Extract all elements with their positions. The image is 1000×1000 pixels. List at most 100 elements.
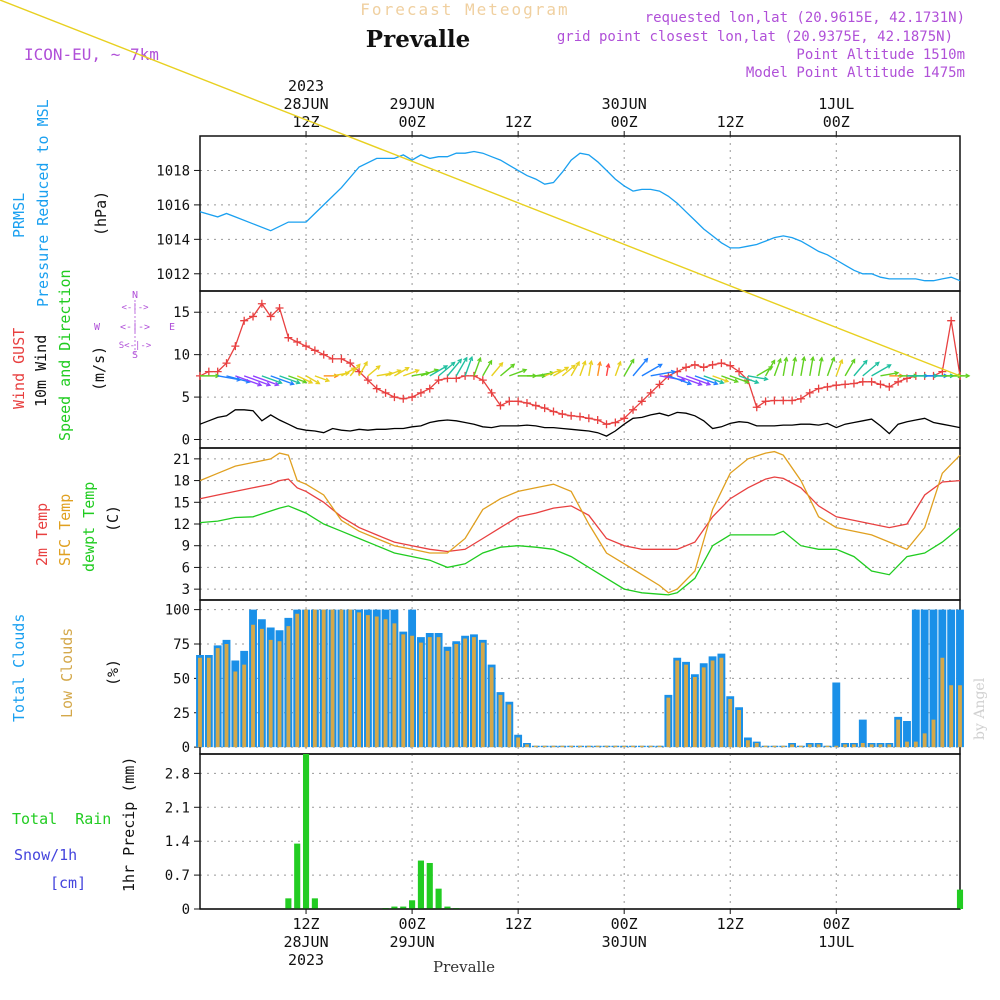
pressure-label-b: Pressure Reduced to MSL [34,99,52,307]
top-time-label: 00Z [399,113,426,131]
low-cloud-bar [586,745,591,748]
y-tick-label: 1018 [156,163,190,179]
wind-arrow [509,369,527,377]
low-cloud-bar [666,697,671,748]
wind-speed-line [199,409,961,437]
wind-arrow-head [355,363,361,369]
y-tick-label: 0 [182,433,190,449]
wind-arrow [694,375,718,385]
low-cloud-bar [436,637,441,748]
wind-arrow-head [874,361,880,367]
rain-bar [426,862,433,909]
gust-marker [858,377,867,386]
gust-marker [213,367,222,376]
gust-marker [505,397,514,406]
wind-arrow [394,367,410,377]
gust-marker [620,414,629,423]
gust-marker [682,363,691,372]
low-cloud-bar [728,699,733,748]
wind-arrow-head [498,361,504,367]
wind-arrow-head [850,358,856,364]
y-tick-label: 3 [182,582,190,598]
gust-marker [522,399,531,408]
wind-arrow-head [414,369,420,374]
wind-arrow-head [810,355,815,362]
wind-arrow [367,365,381,377]
wind-arrow-head [274,381,280,387]
gust-marker [947,316,956,325]
wind-arrow-head [302,378,308,384]
wind-arrow [243,375,271,386]
low-cloud-bar [613,745,618,748]
wind-arrow-head [643,357,649,363]
model-altitude: Model Point Altitude 1475m [746,65,965,81]
low-cloud-bar [374,616,379,748]
gust-marker [231,342,240,351]
wind-arrow-head [588,359,594,366]
wind-arrow [403,369,420,377]
bottom-time-label: 00Z [399,915,426,933]
wind-arrow-head [965,373,971,379]
wind-arrow-head [801,355,807,362]
gust-marker [461,371,470,380]
low-cloud-bar [860,743,865,748]
gust-marker [735,367,744,376]
y-tick-label: 0 [182,902,190,918]
panel-precip: 0 0.7 1.4 2.1 2.8 [165,753,964,918]
gust-marker [690,360,699,369]
wind-arrow-head [617,360,622,366]
wind-arrow [800,357,805,376]
low-cloud-bar [595,745,600,748]
rain-bar [409,900,416,909]
total-cloud-bar [929,609,938,748]
wind-label-b: 10m Wind [32,335,50,407]
wind-arrow [544,369,561,377]
gust-marker [487,388,496,397]
low-cloud-bar [958,685,962,748]
low-cloud-bar [410,635,415,748]
gust-marker [885,382,894,391]
wind-arrow-head [463,356,468,362]
pressure-unit: (hPa) [92,191,110,236]
bottom-time-label: 00Z [823,915,850,933]
wind-arrow [455,357,468,377]
chart-title: Prevalle [366,26,470,53]
low-cloud-bar [887,744,892,748]
y-tick-label: 15 [173,305,190,321]
gust-marker [416,388,425,397]
y-tick-label: 1.4 [165,834,190,850]
gust-marker [779,396,788,405]
total-cloud-bar [947,609,956,748]
wind-arrow [817,357,823,376]
gust-marker [328,354,337,363]
wind-arrow-head [450,361,456,367]
gust-marker [726,361,735,370]
precip-labels: Total Rain Snow/1h [cm] 1hr Precip (mm) [12,757,138,892]
wind-arrow [341,367,356,377]
low-cloud-bar [675,660,680,748]
low-cloud-bar [401,634,406,748]
low-cloud-bar [251,624,255,748]
wind-arrow-head [862,359,868,365]
wind-arrow [464,356,473,377]
wind-arrow [791,357,796,376]
wind-arrow [438,361,456,377]
low-cloud-bar [498,694,503,748]
wind-arrow [826,357,835,377]
wind-arrow-head [581,360,587,366]
y-tick-label: 100 [165,603,190,619]
gust-marker [717,359,726,368]
pressure-label-a: PRMSL [10,193,28,238]
gust-marker [514,397,523,406]
low-cloud-bar [631,745,635,748]
low-cloud-bar [295,613,300,748]
wind-arrow [721,375,739,383]
rain-bar [956,889,964,909]
top-time-label: 12Z [505,113,532,131]
low-cloud-bar [692,677,697,748]
wind-arrow-head [564,366,570,372]
gust-marker [222,359,231,368]
wind-arrow [668,375,692,385]
compass-east: E [169,322,175,333]
low-cloud-bar [790,744,795,748]
